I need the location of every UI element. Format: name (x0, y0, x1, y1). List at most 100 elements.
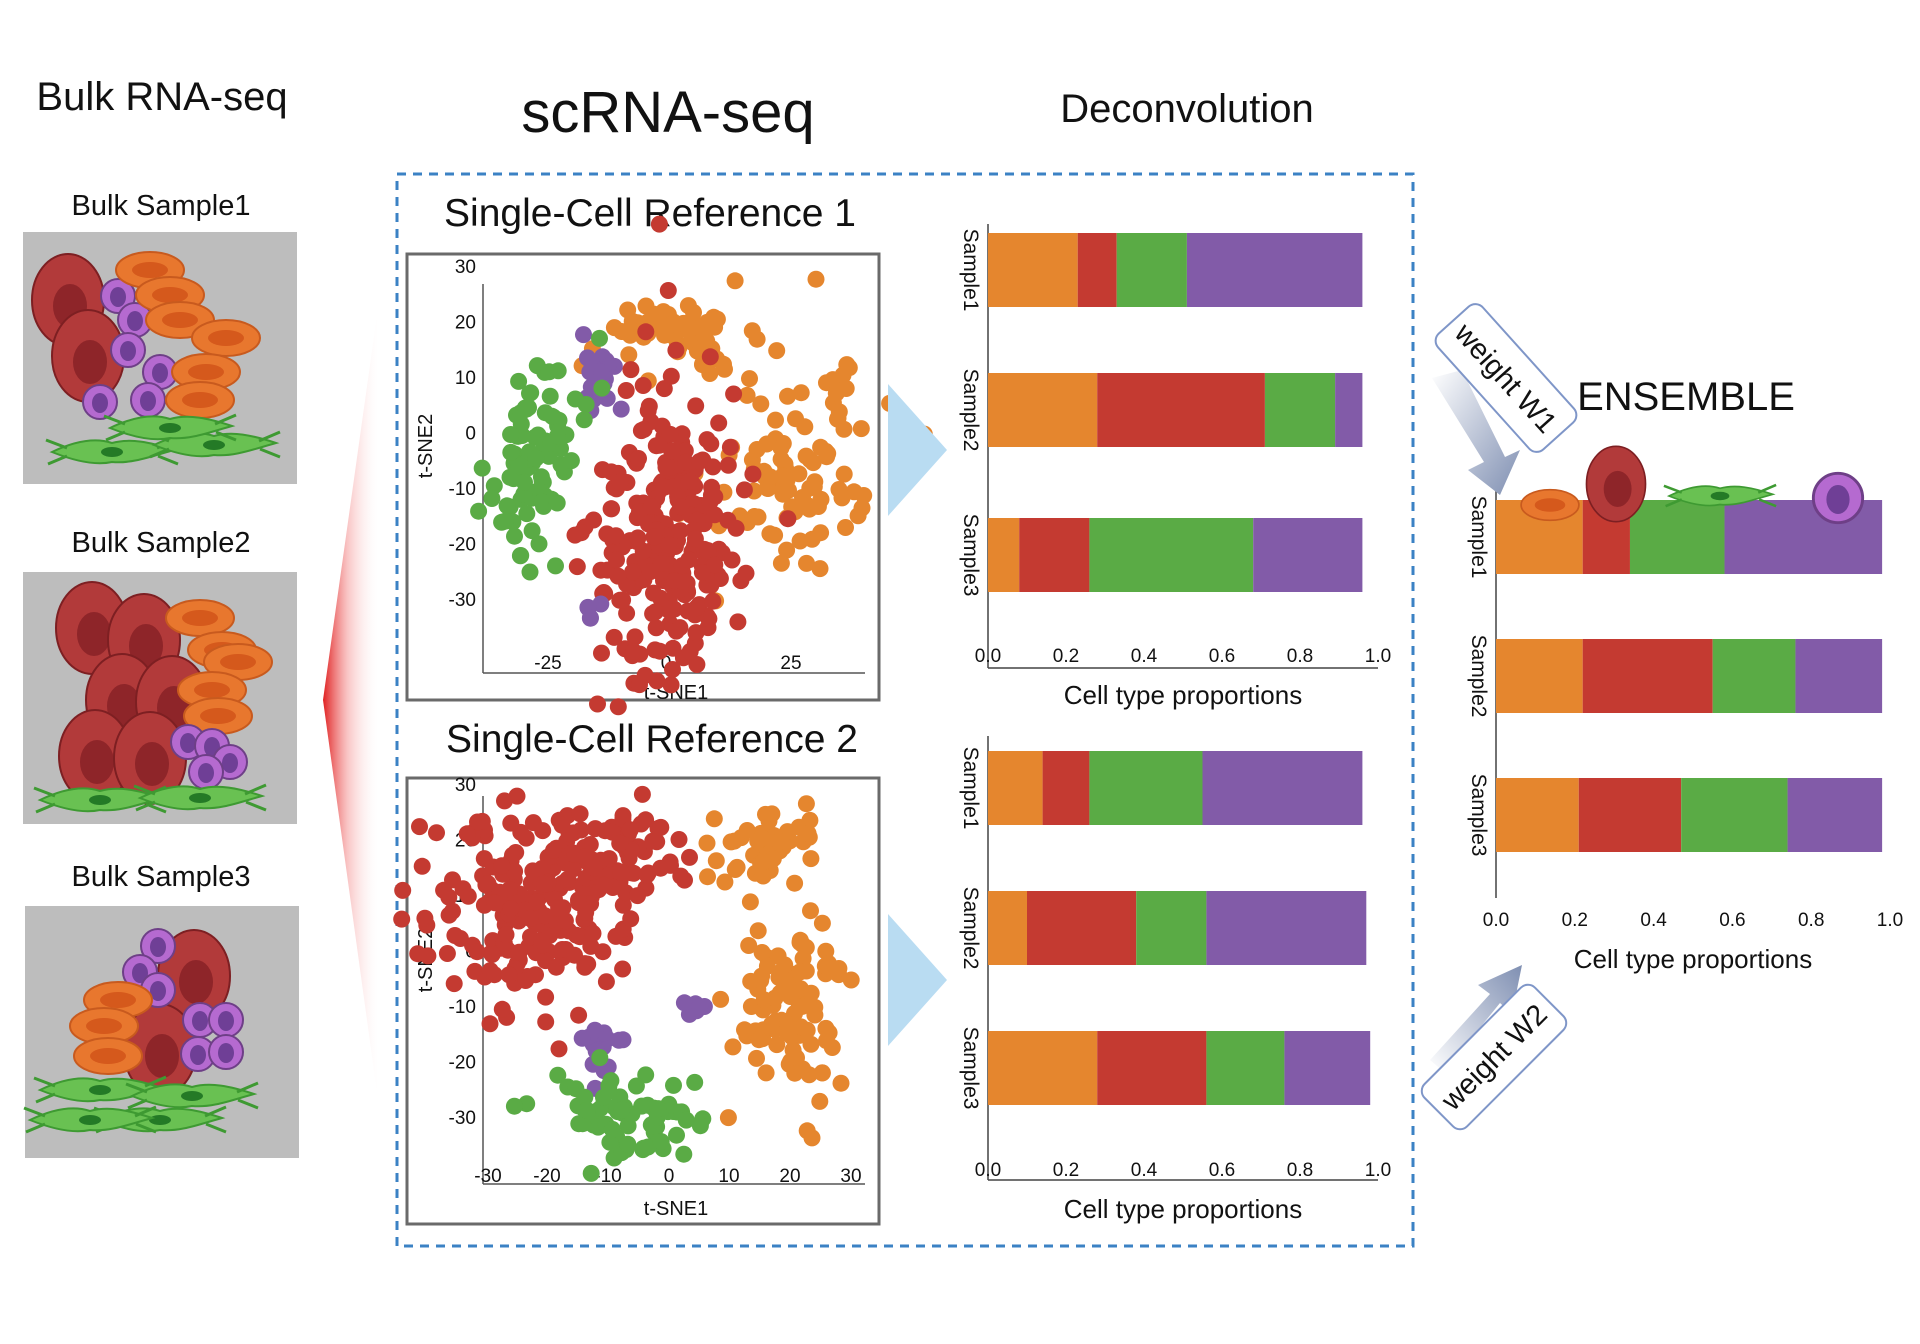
heading-deconvolution: Deconvolution (1060, 87, 1314, 131)
cell-point (639, 1138, 657, 1156)
cell-point (440, 888, 458, 906)
cell-point (444, 871, 461, 889)
cell-point (483, 946, 501, 963)
cell-point (518, 505, 536, 523)
cell-point (738, 822, 756, 839)
cell-point (498, 497, 516, 515)
cell-point (473, 459, 491, 477)
bar-segment (988, 751, 1043, 825)
tsne-y-tick: -10 (449, 997, 476, 1018)
cell-point (586, 1021, 604, 1039)
reference-1-title: Single-Cell Reference 1 (444, 192, 856, 235)
bar-segment (1284, 1031, 1371, 1105)
cell-point (589, 695, 606, 713)
cell-point (767, 411, 784, 429)
cell-point (687, 397, 705, 415)
cell-point (600, 1082, 618, 1100)
cell-point (801, 451, 819, 469)
cell-point (704, 592, 722, 610)
bar-segment (1206, 891, 1367, 965)
sample-tick-label: Sample3 (959, 514, 982, 597)
cell-point (603, 1120, 621, 1138)
cell-point (813, 1064, 831, 1082)
cell-point (591, 329, 608, 347)
bar-segment (988, 373, 1098, 447)
cell-point (780, 481, 797, 499)
cell-point (485, 477, 503, 495)
cell-point (469, 813, 486, 831)
cell-point (833, 489, 851, 507)
tsne-y-tick: -10 (449, 479, 476, 500)
cell-point (636, 666, 654, 684)
cell-point (661, 425, 679, 443)
cell-point (413, 857, 431, 875)
cell-point (547, 557, 564, 575)
cell-point (637, 297, 655, 315)
cell-point (510, 457, 528, 475)
bar-segment (1136, 891, 1207, 965)
cell-point (493, 1000, 511, 1018)
cell-point (612, 863, 630, 881)
cell-point (701, 348, 719, 366)
cell-point (791, 963, 809, 981)
cell-point (517, 972, 535, 989)
bulk-sample-label-1: Bulk Sample1 (72, 190, 251, 222)
sample-tick-label: Sample2 (1467, 635, 1490, 718)
cell-point (642, 498, 660, 515)
cell-point (419, 947, 437, 965)
cell-point (652, 589, 670, 607)
cell-point (813, 914, 831, 932)
cell-point (548, 427, 566, 445)
cell-point (823, 1039, 841, 1056)
cell-point (394, 881, 412, 899)
cell-point (662, 367, 680, 385)
x-axis-label: Cell type proportions (1064, 680, 1302, 710)
cell-point (618, 604, 636, 622)
cell-point (686, 530, 704, 548)
cell-point (855, 487, 873, 504)
cell-point (510, 943, 528, 961)
cell-point (740, 937, 758, 954)
cell-point (677, 453, 695, 471)
cell-point (613, 323, 631, 340)
cell-point (811, 1092, 829, 1110)
tsne-y-tick: 30 (455, 775, 476, 796)
x-tick-label: 0.6 (1209, 646, 1235, 667)
bar-segment (988, 891, 1027, 965)
cell-point (680, 551, 698, 569)
cell-point (705, 810, 723, 828)
bulk-to-reference-fan (323, 308, 378, 1100)
cell-point (698, 431, 716, 449)
cell-point (749, 508, 767, 526)
weight-w1-arrow (1432, 370, 1520, 495)
tsne-y-tick: -30 (449, 590, 476, 611)
bar-segment (1097, 373, 1265, 447)
cell-point (625, 864, 643, 882)
bar-segment (1089, 751, 1203, 825)
bar-segment (1042, 751, 1090, 825)
cell-point (624, 563, 642, 581)
cell-point (700, 610, 718, 628)
cell-point (641, 563, 659, 581)
cell-point (659, 282, 677, 299)
cell-point (706, 488, 724, 506)
cell-point (778, 974, 796, 992)
tsne-x-tick: 10 (718, 1166, 739, 1187)
cell-point (479, 875, 497, 893)
cell-point (634, 377, 652, 394)
cell-point (806, 1006, 824, 1024)
cell-point (505, 1097, 523, 1115)
cell-point (549, 1066, 567, 1084)
cell-point (620, 346, 638, 364)
cell-point (768, 1036, 786, 1054)
cell-point (662, 316, 680, 334)
cell-point (812, 490, 830, 508)
cell-point (635, 420, 653, 438)
cell-point (481, 962, 499, 980)
cell-point (665, 1076, 682, 1094)
cell-point (688, 599, 706, 617)
cell-point (582, 1164, 600, 1182)
cell-point (568, 558, 586, 576)
cell-point (611, 834, 629, 852)
